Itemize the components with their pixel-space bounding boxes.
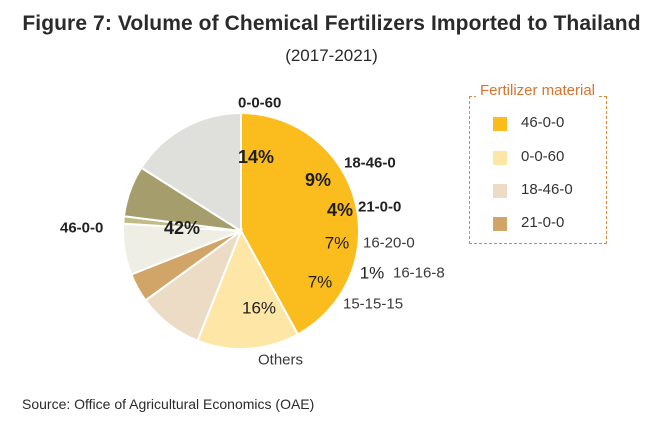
legend-label: 0-0-60	[521, 148, 565, 165]
slice-value-label: 16%	[242, 299, 276, 318]
slice-category-label: 46-0-0	[60, 220, 103, 237]
slice-value-label: 7%	[325, 234, 350, 253]
source-note: Source: Office of Agricultural Economics…	[22, 396, 315, 412]
pie-slice-0-0-60	[196, 228, 300, 350]
pie-slice-46-0-0	[240, 111, 360, 336]
slice-category-label: 0-0-60	[238, 95, 281, 112]
slice-value-label: 42%	[164, 218, 200, 238]
slice-value-label: 1%	[360, 264, 385, 283]
slice-category-label: 15-15-15	[343, 296, 403, 313]
legend-swatch	[493, 151, 507, 165]
slice-value-label: 4%	[327, 200, 353, 220]
legend-swatch	[493, 184, 507, 198]
legend-label: 18-46-0	[521, 181, 573, 198]
pie-slice-others	[139, 111, 242, 233]
slice-category-label: 21-0-0	[358, 199, 401, 216]
legend-swatch	[493, 117, 507, 131]
legend-title: Fertilizer material	[476, 82, 600, 99]
legend-label: 21-0-0	[521, 214, 565, 231]
slice-category-label: 16-20-0	[363, 235, 415, 252]
legend-label: 46-0-0	[521, 114, 565, 131]
slice-category-label: 16-16-8	[393, 265, 445, 282]
slice-category-label: 18-46-0	[344, 155, 396, 172]
slice-value-label: 9%	[305, 170, 331, 190]
chart-title: Figure 7: Volume of Chemical Fertilizers…	[22, 12, 641, 35]
legend-swatch	[493, 217, 507, 231]
slice-value-label: 7%	[308, 273, 333, 292]
slice-category-label: Others	[258, 352, 303, 369]
slice-value-label: 14%	[238, 147, 274, 167]
chart-subtitle: (2017-2021)	[285, 46, 378, 65]
